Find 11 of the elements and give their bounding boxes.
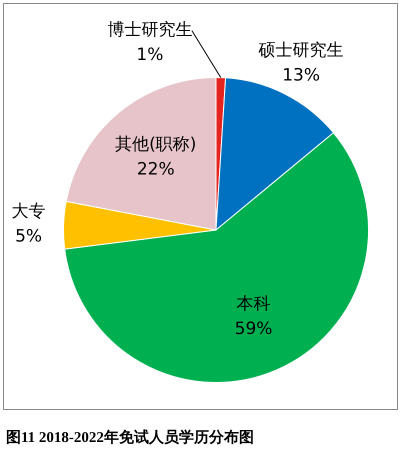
data-label: 5% bbox=[15, 226, 42, 247]
data-label: 59% bbox=[234, 319, 272, 340]
slice-label: 其他(职称) bbox=[115, 134, 196, 155]
slice-label: 博士研究生 bbox=[107, 20, 192, 40]
data-label: 1% bbox=[136, 45, 164, 66]
text: 图11 2018-2022年免试人员学历分布图 bbox=[6, 428, 254, 447]
slice-label: 硕士研究生 bbox=[258, 40, 344, 60]
data-label: 22% bbox=[136, 160, 175, 180]
data-label: 13% bbox=[282, 65, 320, 86]
slice-label: 本科 bbox=[236, 294, 271, 314]
slice-label: 大专 bbox=[12, 202, 46, 222]
